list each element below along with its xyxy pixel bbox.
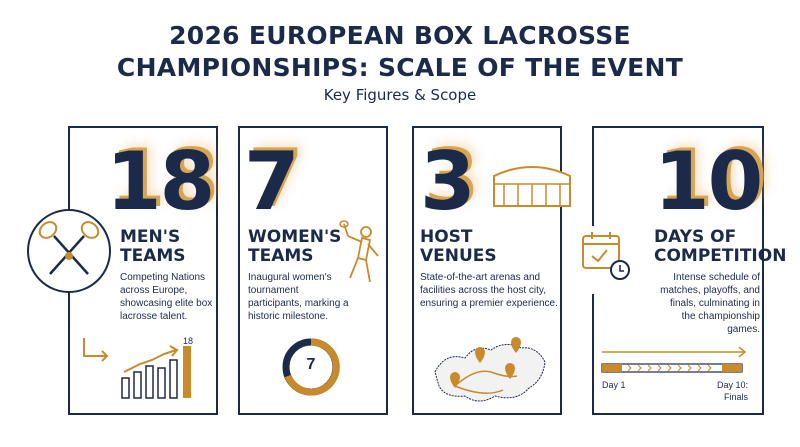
host-venues-heading-line-1: HOST xyxy=(420,227,473,247)
card-womens-teams xyxy=(238,126,388,415)
title-line-2: CHAMPIONSHIPS: SCALE OF THE EVENT xyxy=(116,53,684,82)
days-number: 10 xyxy=(654,135,763,228)
calendar-clock-icon xyxy=(582,232,630,280)
crossed-lacrosse-sticks-icon xyxy=(27,209,111,293)
timeline-end-label-line-2: Finals xyxy=(723,392,748,402)
womens-teams-number: 7 xyxy=(244,135,300,228)
mens-teams-description: Competing Nations across Europe, showcas… xyxy=(120,272,213,322)
mens-teams-number: 18 xyxy=(106,135,215,228)
timeline-start-label: Day 1 xyxy=(602,380,626,390)
days-heading-line-2: COMPETITION xyxy=(654,246,787,266)
title-line-1: 2026 EUROPEAN BOX LACROSSE xyxy=(169,21,631,50)
womens-teams-heading-line-2: TEAMS xyxy=(248,246,314,266)
growth-arrow-icon xyxy=(83,338,109,362)
womens-teams-heading-line-1: WOMEN'S xyxy=(248,227,342,247)
ring-value-label: 7 xyxy=(306,356,316,373)
bar-chart-value-label: 18 xyxy=(183,336,194,346)
host-venues-heading-line-2: VENUES xyxy=(420,246,497,266)
timeline-arrow-icon xyxy=(601,346,747,373)
stadium-icon xyxy=(493,166,571,207)
host-venues-number: 3 xyxy=(420,135,476,228)
host-venues-description: State-of-the-art arenas and facilities a… xyxy=(420,272,558,309)
timeline-end-label-line-1: Day 10: xyxy=(716,380,748,390)
days-description: Intense schedule of matches, playoffs, a… xyxy=(660,272,760,335)
subtitle: Key Figures & Scope xyxy=(323,86,477,104)
womens-progress-ring xyxy=(282,338,340,396)
womens-teams-description: Inaugural women's tournament participant… xyxy=(248,272,349,322)
days-heading-line-1: DAYS OF xyxy=(654,227,737,247)
female-lacrosse-player-icon xyxy=(339,220,379,283)
europe-map-with-pins-icon xyxy=(434,337,546,402)
mens-teams-heading-line-1: MEN'S xyxy=(120,227,181,247)
bar-chart-icon xyxy=(121,345,191,399)
mens-teams-heading-line-2: TEAMS xyxy=(120,246,186,266)
